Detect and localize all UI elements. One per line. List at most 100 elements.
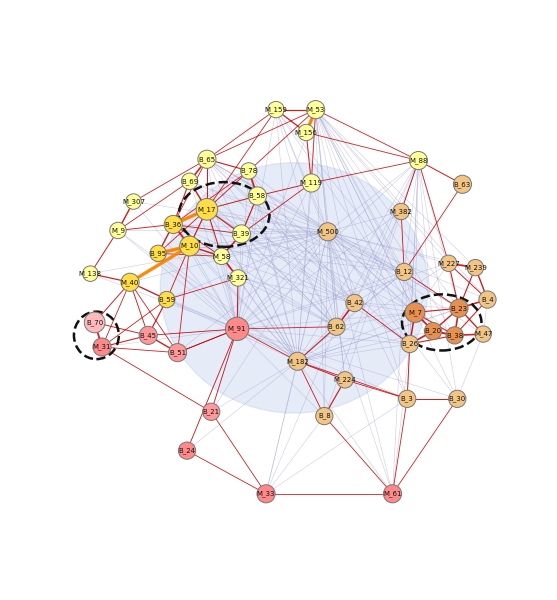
Text: M_156: M_156 bbox=[295, 129, 317, 136]
Text: M_500: M_500 bbox=[316, 229, 339, 235]
Text: M_9: M_9 bbox=[111, 227, 125, 234]
Circle shape bbox=[198, 150, 216, 169]
Text: M_33: M_33 bbox=[257, 490, 275, 497]
Circle shape bbox=[203, 403, 220, 421]
Circle shape bbox=[226, 317, 249, 341]
Circle shape bbox=[289, 352, 306, 370]
Circle shape bbox=[241, 163, 257, 179]
Circle shape bbox=[110, 222, 126, 239]
Circle shape bbox=[393, 203, 409, 220]
Text: B_21: B_21 bbox=[203, 409, 220, 415]
Circle shape bbox=[84, 312, 105, 333]
Text: M_58: M_58 bbox=[212, 253, 231, 260]
Circle shape bbox=[257, 485, 275, 503]
Circle shape bbox=[164, 215, 182, 233]
Text: B_39: B_39 bbox=[233, 230, 250, 238]
Circle shape bbox=[150, 245, 167, 262]
Circle shape bbox=[126, 194, 141, 209]
Text: M_31: M_31 bbox=[93, 344, 111, 350]
Text: M_239: M_239 bbox=[464, 264, 487, 271]
Circle shape bbox=[93, 338, 111, 356]
Text: M_17: M_17 bbox=[198, 206, 216, 213]
Circle shape bbox=[319, 223, 337, 241]
Circle shape bbox=[182, 173, 198, 190]
Circle shape bbox=[213, 248, 230, 265]
Circle shape bbox=[248, 187, 266, 205]
Circle shape bbox=[328, 318, 345, 335]
Circle shape bbox=[409, 151, 427, 170]
Circle shape bbox=[475, 326, 491, 342]
Circle shape bbox=[346, 295, 363, 311]
Text: B_30: B_30 bbox=[448, 395, 466, 402]
Circle shape bbox=[441, 255, 457, 271]
Text: M_307: M_307 bbox=[122, 198, 145, 205]
Text: M_40: M_40 bbox=[121, 279, 139, 286]
Text: M_53: M_53 bbox=[306, 106, 325, 113]
Circle shape bbox=[467, 259, 483, 276]
Circle shape bbox=[180, 236, 199, 256]
Circle shape bbox=[82, 266, 98, 281]
Circle shape bbox=[450, 299, 468, 317]
Circle shape bbox=[446, 327, 463, 344]
Text: B_45: B_45 bbox=[140, 332, 157, 339]
Text: B_58: B_58 bbox=[249, 193, 266, 199]
Circle shape bbox=[298, 124, 314, 140]
Circle shape bbox=[139, 326, 157, 344]
Text: B_24: B_24 bbox=[179, 447, 196, 454]
Text: B_12: B_12 bbox=[395, 269, 413, 275]
Text: B_3: B_3 bbox=[401, 395, 413, 402]
Circle shape bbox=[448, 390, 466, 407]
Circle shape bbox=[168, 344, 187, 362]
Text: B_69: B_69 bbox=[181, 178, 198, 185]
Text: B_4: B_4 bbox=[481, 296, 494, 303]
Circle shape bbox=[302, 174, 320, 192]
Text: M_227: M_227 bbox=[437, 260, 460, 266]
Text: M_321: M_321 bbox=[227, 275, 250, 281]
Text: M_47: M_47 bbox=[474, 331, 492, 337]
Circle shape bbox=[159, 292, 175, 308]
Text: M_138: M_138 bbox=[79, 270, 102, 277]
Text: M_119: M_119 bbox=[300, 179, 323, 187]
Text: M_91: M_91 bbox=[228, 326, 246, 332]
Text: B_42: B_42 bbox=[346, 299, 363, 307]
Text: B_70: B_70 bbox=[86, 319, 103, 326]
Circle shape bbox=[232, 225, 251, 243]
Text: B_59: B_59 bbox=[158, 296, 175, 303]
Text: M_159: M_159 bbox=[265, 106, 287, 113]
Circle shape bbox=[337, 371, 353, 388]
Text: B_36: B_36 bbox=[165, 221, 182, 228]
Ellipse shape bbox=[160, 163, 428, 413]
Circle shape bbox=[401, 335, 418, 353]
Circle shape bbox=[196, 199, 218, 220]
Text: M_224: M_224 bbox=[334, 376, 356, 383]
Circle shape bbox=[424, 322, 442, 340]
Text: B_63: B_63 bbox=[454, 181, 471, 188]
Circle shape bbox=[399, 390, 416, 407]
Circle shape bbox=[383, 485, 402, 503]
Text: B_20: B_20 bbox=[424, 328, 442, 334]
Circle shape bbox=[453, 175, 472, 193]
Text: B_65: B_65 bbox=[198, 156, 216, 163]
Text: M_382: M_382 bbox=[390, 208, 413, 215]
Text: B_51: B_51 bbox=[169, 349, 186, 356]
Text: B_95: B_95 bbox=[150, 250, 167, 257]
Text: M_182: M_182 bbox=[286, 358, 309, 365]
Circle shape bbox=[178, 442, 196, 459]
Text: B_23: B_23 bbox=[451, 305, 467, 311]
Text: M_61: M_61 bbox=[383, 490, 402, 497]
Circle shape bbox=[121, 273, 139, 292]
Text: B_38: B_38 bbox=[446, 332, 463, 339]
Text: M_88: M_88 bbox=[409, 157, 428, 164]
Circle shape bbox=[479, 291, 496, 308]
Circle shape bbox=[316, 407, 333, 425]
Text: B_78: B_78 bbox=[240, 167, 257, 174]
Circle shape bbox=[405, 302, 425, 322]
Circle shape bbox=[230, 270, 246, 286]
Text: M_7: M_7 bbox=[408, 309, 422, 316]
Circle shape bbox=[306, 101, 325, 119]
Text: B_26: B_26 bbox=[401, 341, 418, 347]
Text: B_8: B_8 bbox=[318, 413, 331, 419]
Circle shape bbox=[395, 263, 413, 281]
Circle shape bbox=[268, 101, 284, 118]
Text: B_62: B_62 bbox=[328, 323, 345, 330]
